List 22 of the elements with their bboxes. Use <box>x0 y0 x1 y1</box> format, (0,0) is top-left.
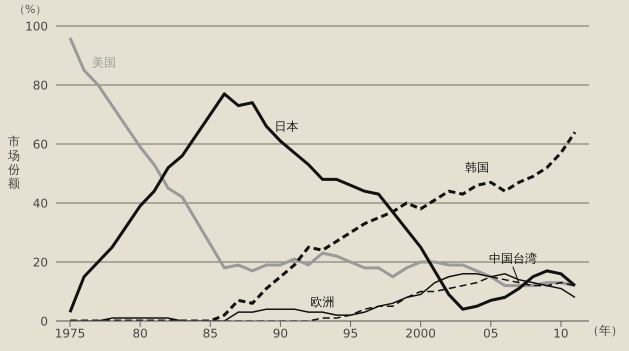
y-tick-label: 100 <box>25 19 48 34</box>
x-tick-label: 05 <box>483 326 498 341</box>
y-tick-label: 80 <box>32 78 48 92</box>
x-tick-label: 85 <box>202 326 218 341</box>
y-tick-label: 40 <box>32 196 48 210</box>
y-tick-label: 0 <box>40 314 48 328</box>
text: （%） <box>14 2 46 17</box>
x-tick-label: 10 <box>553 326 569 341</box>
series-label: 美国 <box>92 56 116 70</box>
x-tick-label: 80 <box>132 326 148 341</box>
x-tick-label: 95 <box>342 326 358 341</box>
series-label: 韩国 <box>464 160 489 174</box>
series-label: 日本 <box>274 120 298 134</box>
series-label: 欧洲 <box>310 295 334 310</box>
x-axis-title: （年） <box>587 323 623 338</box>
x-tick-label: 1975 <box>54 326 86 341</box>
y-tick-label: 60 <box>32 137 48 152</box>
x-tick-label: 2000 <box>405 326 436 341</box>
y-tick-label: 20 <box>32 255 48 270</box>
y-axis-title: 市场份额 <box>7 134 20 190</box>
x-tick-label: 90 <box>272 326 288 341</box>
series-label: 中国台湾 <box>488 252 537 266</box>
